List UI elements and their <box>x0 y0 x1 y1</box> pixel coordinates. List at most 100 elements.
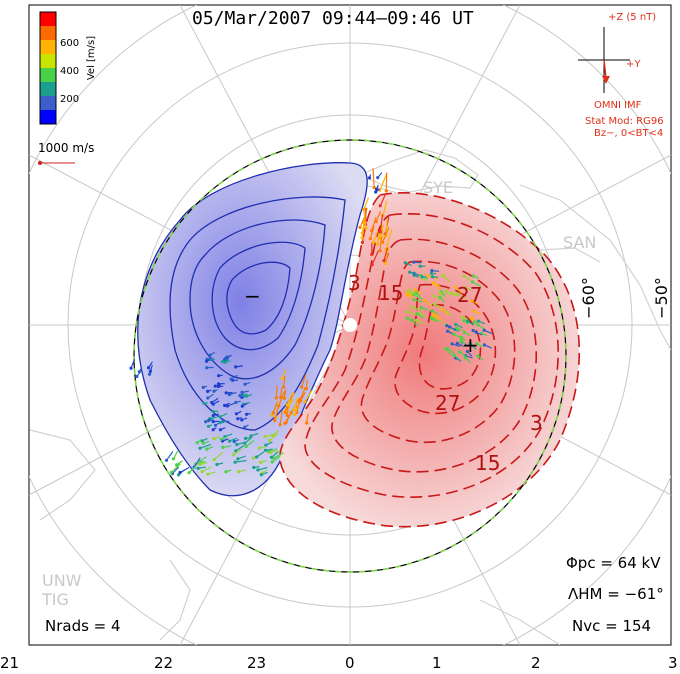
velocity-vector-origin <box>383 261 387 266</box>
velocity-vector-origin <box>469 316 473 320</box>
velocity-vector-origin <box>441 273 445 277</box>
map-title: 05/Mar/2007 09:44–09:46 UT <box>192 8 474 29</box>
velocity-vector-origin <box>201 441 206 445</box>
velocity-vector-origin <box>206 389 210 393</box>
velocity-vector-origin <box>465 319 470 323</box>
velocity-vector-origin <box>234 365 238 369</box>
velocity-vector-origin <box>206 424 211 428</box>
velocity-vector-origin <box>414 291 418 295</box>
velocity-vector-origin <box>282 396 286 400</box>
velocity-vector-origin <box>204 420 208 424</box>
velocity-vector-origin <box>249 434 253 438</box>
velocity-vector-origin <box>452 332 456 336</box>
velocity-vector-origin <box>465 349 469 353</box>
velocity-vector-origin <box>432 312 436 316</box>
velocity-vector <box>379 213 384 232</box>
velocity-vector-origin <box>178 470 182 475</box>
velocity-vector-origin <box>419 306 423 310</box>
velocity-vector-origin <box>195 441 199 445</box>
velocity-vector-origin <box>269 455 273 459</box>
velocity-vector-origin <box>129 366 133 370</box>
velocity-vector-origin <box>378 204 382 208</box>
velocity-vector-origin <box>244 444 248 448</box>
velocity-vector-origin <box>218 415 222 419</box>
mlt-label: 2 <box>531 654 541 672</box>
velocity-vector-origin <box>221 445 225 449</box>
velocity-vector-origin <box>236 457 240 461</box>
latitude-label: −60° <box>579 277 598 319</box>
velocity-vector <box>272 401 278 414</box>
velocity-vector-origin <box>418 264 422 268</box>
velocity-vector-origin <box>384 189 388 193</box>
velocity-vector-origin <box>378 249 382 253</box>
imf-source: OMNI IMF <box>594 100 642 111</box>
velocity-vector-origin <box>224 356 228 360</box>
velocity-vector <box>245 439 255 447</box>
velocity-vector-origin <box>432 282 436 286</box>
velocity-vector-origin <box>438 291 442 295</box>
velocity-vector-origin <box>364 226 368 230</box>
velocity-vector-origin <box>293 413 297 417</box>
velocity-vector-origin <box>403 261 407 265</box>
velocity-vector <box>385 229 393 250</box>
colorbar-label: Vel [m/s] <box>86 36 97 80</box>
imf-y-label: +Y <box>626 59 641 70</box>
velocity-vector-origin <box>377 236 381 240</box>
velocity-vector-origin <box>210 400 214 405</box>
velocity-vector-origin <box>148 372 152 376</box>
velocity-vector <box>279 410 283 425</box>
velocity-vector-origin <box>474 330 478 334</box>
velocity-vector-origin <box>245 412 249 416</box>
velocity-vector-origin <box>271 411 275 415</box>
latitude-label: −50° <box>652 277 671 319</box>
velocity-vector <box>130 358 136 369</box>
velocity-vector <box>411 306 422 311</box>
velocity-vector-origin <box>482 343 487 347</box>
velocity-vector <box>286 392 294 406</box>
velocity-vector-origin <box>206 472 210 476</box>
contour-labels: 3 15 27 27 15 3 <box>348 271 543 475</box>
velocity-vector-origin <box>255 455 259 459</box>
velocity-vector <box>372 230 379 243</box>
velocity-vector-origin <box>360 236 364 240</box>
velocity-vector-origin <box>282 385 286 389</box>
negative-potential-cell <box>137 162 368 497</box>
velocity-vector-origin <box>263 448 268 452</box>
velocity-vector-origin <box>412 260 416 264</box>
stat-phi-pc: Φpc = 64 kV <box>566 554 661 572</box>
velocity-vector-origin <box>430 275 435 279</box>
velocity-vector <box>361 222 365 238</box>
mlt-label: 1 <box>432 654 442 672</box>
velocity-vector-origin <box>243 425 247 429</box>
velocity-vector-origin <box>452 353 456 357</box>
velocity-vector-origin <box>244 436 248 440</box>
velocity-vector-origin <box>469 299 474 303</box>
velocity-vector-origin <box>171 457 176 461</box>
velocity-vector <box>382 200 388 217</box>
velocity-vector-origin <box>430 269 434 273</box>
velocity-vector-origin <box>256 468 260 472</box>
potential-min-marker: − <box>244 284 261 308</box>
velocity-vector-origin <box>205 359 209 363</box>
velocity-vector-origin <box>215 462 219 467</box>
velocity-vector-origin <box>471 328 475 333</box>
velocity-vector-origin <box>426 274 430 278</box>
velocity-vector-origin <box>370 263 374 267</box>
colorbar-segment <box>40 96 56 111</box>
velocity-vector-origin <box>229 377 233 381</box>
velocity-vector <box>294 404 299 416</box>
velocity-vector-origin <box>212 458 216 462</box>
velocity-vector <box>375 210 382 222</box>
positive-potential-cell <box>279 192 580 528</box>
velocity-vector <box>235 445 245 452</box>
velocity-vector-origin <box>211 428 215 432</box>
velocity-vector-origin <box>285 413 289 417</box>
velocity-vector-origin <box>459 339 463 343</box>
velocity-vector-origin <box>236 417 240 421</box>
velocity-vector-origin <box>263 435 267 439</box>
velocity-vector-origin <box>200 470 204 474</box>
velocity-vector-origin <box>277 404 281 408</box>
velocity-vector-origin <box>273 418 277 423</box>
velocity-vector-origin <box>224 391 228 395</box>
velocity-vector <box>372 168 375 188</box>
